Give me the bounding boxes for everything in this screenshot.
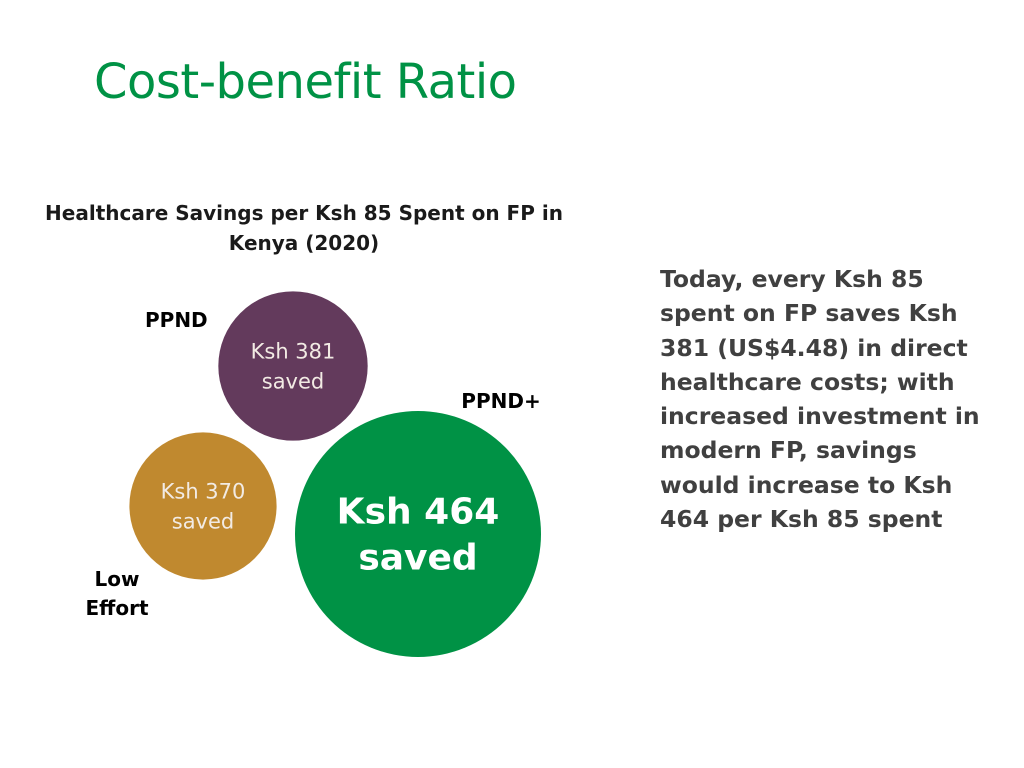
summary-text: Today, every Ksh 85 spent on FP saves Ks… (660, 265, 980, 534)
bubble-low-effort (129, 432, 277, 580)
bubble-value-label: saved (262, 369, 325, 393)
bubble-ppnd (218, 291, 368, 441)
bubble-value-label: saved (358, 538, 477, 579)
bubble-value-label: saved (172, 509, 235, 533)
bubble-value-label: Ksh 464 (337, 492, 500, 533)
chart-title: Healthcare Savings per Ksh 85 Spent on F… (45, 201, 563, 255)
series-name-label: PPND (145, 308, 208, 332)
bubble-value-label: Ksh 370 (161, 479, 246, 503)
series-name-label: Effort (85, 596, 148, 620)
bubble-value-label: Ksh 381 (251, 339, 336, 363)
bubble-ppnd (295, 411, 541, 657)
series-name-label: PPND+ (461, 389, 540, 413)
series-name-label: Low (95, 567, 140, 591)
slide-title: Cost-benefit Ratio (94, 54, 517, 110)
